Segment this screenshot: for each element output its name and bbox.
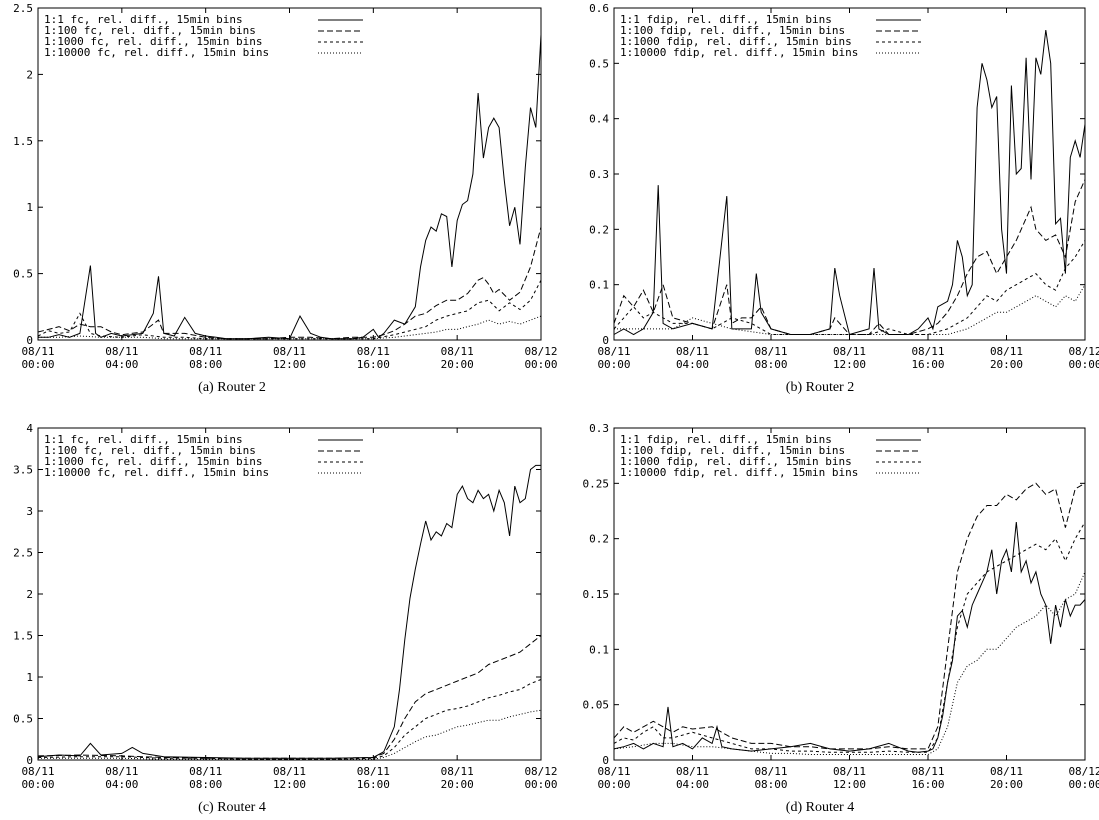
- legend-label: 1:10000 fdip, rel. diff., 15min bins: [620, 46, 858, 59]
- panel-caption: (a) Router 2: [198, 380, 266, 395]
- y-tick-label: 0.6: [589, 2, 609, 15]
- chart-panel-3: 0 0.05 0.1 0.15 0.2 0.25 0.3 08/11 00:00 08/11 04:…: [583, 422, 1099, 815]
- x-tick-label: 08/11 00:00: [597, 345, 630, 371]
- legend-label: 1:1000 fc, rel. diff., 15min bins: [44, 35, 263, 48]
- x-tick-label: 08/11 20:00: [441, 765, 474, 791]
- y-tick-label: 0.5: [13, 713, 33, 726]
- legend-label: 1:100 fdip, rel. diff., 15min bins: [620, 24, 845, 37]
- legend-label: 1:1 fdip, rel. diff., 15min bins: [620, 13, 832, 26]
- y-tick-label: 0.05: [583, 699, 610, 712]
- legend-label: 1:100 fc, rel. diff., 15min bins: [44, 24, 256, 37]
- x-tick-label: 08/11 04:00: [105, 765, 138, 791]
- series-line-0: [37, 464, 541, 759]
- legend-label: 1:1 fc, rel. diff., 15min bins: [44, 13, 243, 26]
- y-tick-label: 0: [602, 334, 609, 347]
- y-tick-label: 0.2: [589, 223, 609, 236]
- x-tick-label: 08/11 08:00: [754, 345, 787, 371]
- x-tick-label: 08/11 00:00: [597, 765, 630, 791]
- y-tick-label: 0.5: [13, 268, 33, 281]
- y-tick-label: 0: [26, 754, 33, 767]
- y-tick-label: 4: [26, 422, 33, 435]
- series-line-1: [37, 635, 542, 759]
- x-tick-label: 08/11 12:00: [273, 765, 306, 791]
- x-tick-label: 08/11 04:00: [676, 345, 709, 371]
- y-tick-label: 1: [26, 671, 33, 684]
- legend-label: 1:100 fdip, rel. diff., 15min bins: [620, 444, 845, 457]
- y-tick-label: 0.5: [589, 57, 609, 70]
- x-tick-label: 08/11 08:00: [754, 765, 787, 791]
- series-line-1: [613, 179, 1086, 335]
- chart-panel-2: 0 0.5 1 1.5 2 2.5 3 3.5 4 08/11 00:00 08/11 04:00 08/…: [13, 422, 557, 815]
- x-tick-label: 08/12 00:00: [1068, 345, 1099, 371]
- x-tick-label: 08/11 04:00: [105, 345, 138, 371]
- legend-label: 1:10000 fc, rel. diff., 15min bins: [44, 466, 269, 479]
- y-tick-label: 2: [26, 588, 33, 601]
- x-tick-label: 08/11 16:00: [911, 345, 944, 371]
- series-line-1: [613, 482, 1086, 750]
- series-line-2: [37, 679, 542, 760]
- series-line-3: [614, 284, 1086, 335]
- y-tick-label: 0: [26, 334, 33, 347]
- y-tick-label: 2.5: [13, 547, 33, 560]
- legend-label: 1:1000 fc, rel. diff., 15min bins: [44, 455, 263, 468]
- y-tick-label: 0.1: [589, 279, 609, 292]
- series-line-2: [37, 279, 542, 340]
- series-line-3: [613, 571, 1086, 755]
- x-tick-label: 08/11 00:00: [21, 765, 54, 791]
- x-tick-label: 08/11 08:00: [189, 765, 222, 791]
- legend-label: 1:1000 fdip, rel. diff., 15min bins: [620, 455, 852, 468]
- x-tick-label: 08/12 00:00: [1068, 765, 1099, 791]
- legend-label: 1:10000 fdip, rel. diff., 15min bins: [620, 466, 858, 479]
- y-tick-label: 0.2: [589, 533, 609, 546]
- legend-label: 1:100 fc, rel. diff., 15min bins: [44, 444, 256, 457]
- series-line-1: [37, 226, 542, 340]
- x-tick-label: 08/12 00:00: [524, 345, 557, 371]
- x-tick-label: 08/12 00:00: [524, 765, 557, 791]
- x-tick-label: 08/11 16:00: [911, 765, 944, 791]
- y-tick-label: 0.25: [583, 477, 610, 490]
- panel-caption: (d) Router 4: [786, 800, 854, 815]
- panel-caption: (b) Router 2: [786, 380, 854, 395]
- legend-label: 1:1 fc, rel. diff., 15min bins: [44, 433, 243, 446]
- x-tick-label: 08/11 08:00: [189, 345, 222, 371]
- x-tick-label: 08/11 12:00: [833, 345, 866, 371]
- y-tick-label: 1.5: [13, 135, 33, 148]
- legend-label: 1:1 fdip, rel. diff., 15min bins: [620, 433, 832, 446]
- panel-caption: (c) Router 4: [198, 800, 266, 815]
- y-tick-label: 0.1: [589, 643, 609, 656]
- x-tick-label: 08/11 16:00: [357, 345, 390, 371]
- series-line-2: [613, 240, 1086, 335]
- y-tick-label: 0: [602, 754, 609, 767]
- y-tick-label: 1.5: [13, 630, 33, 643]
- y-tick-label: 1: [26, 201, 33, 214]
- y-tick-label: 2: [26, 68, 33, 81]
- legend-label: 1:10000 fc, rel. diff., 15min bins: [44, 46, 269, 59]
- series-line-3: [38, 315, 542, 340]
- x-tick-label: 08/11 20:00: [990, 345, 1023, 371]
- x-tick-label: 08/11 16:00: [357, 765, 390, 791]
- y-tick-label: 3.5: [13, 464, 33, 477]
- y-tick-label: 0.4: [589, 113, 609, 126]
- chart-panel-0: 0 0.5 1 1.5 2 2.5 08/11 00:00 08/11 04:00 08/11 08:…: [13, 2, 557, 395]
- y-tick-label: 0.3: [589, 422, 609, 435]
- y-tick-label: 0.15: [583, 588, 610, 601]
- x-tick-label: 08/11 04:00: [676, 765, 709, 791]
- x-tick-label: 08/11 20:00: [441, 345, 474, 371]
- y-tick-label: 3: [26, 505, 33, 518]
- series-line-0: [38, 34, 542, 340]
- x-tick-label: 08/11 12:00: [833, 765, 866, 791]
- series-line-3: [38, 709, 542, 760]
- chart-panel-1: 0 0.1 0.2 0.3 0.4 0.5 0.6 08/11 00:00 08/11 04:00 0…: [589, 2, 1099, 395]
- x-tick-label: 08/11 20:00: [990, 765, 1023, 791]
- x-tick-label: 08/11 00:00: [21, 345, 54, 371]
- legend-label: 1:1000 fdip, rel. diff., 15min bins: [620, 35, 852, 48]
- series-line-0: [613, 30, 1086, 336]
- series-line-2: [613, 521, 1086, 753]
- x-tick-label: 08/11 12:00: [273, 345, 306, 371]
- y-tick-label: 2.5: [13, 2, 33, 15]
- y-tick-label: 0.3: [589, 168, 609, 181]
